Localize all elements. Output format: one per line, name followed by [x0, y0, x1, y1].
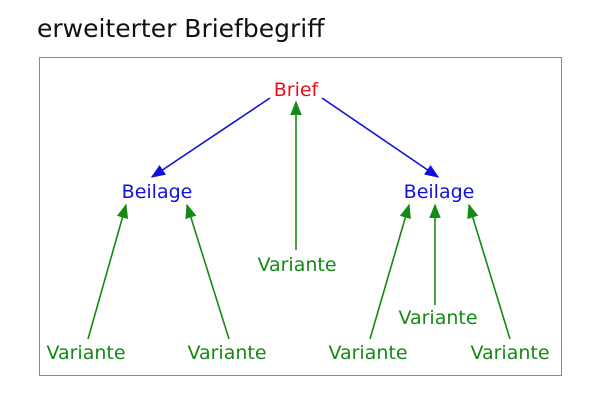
node-variante-rm: Variante: [398, 307, 477, 329]
node-variante-rl: Variante: [328, 342, 407, 364]
diagram-frame: [39, 57, 562, 376]
node-variante-center: Variante: [257, 254, 336, 276]
node-variante-lr: Variante: [187, 342, 266, 364]
arrow-variante-rr-to-beilage-right: [467, 203, 511, 340]
node-variante-rr: Variante: [470, 342, 549, 364]
arrow-variante-lr-to-beilage-left: [185, 203, 230, 340]
node-beilage-left: Beilage: [122, 181, 193, 203]
arrow-variante-rl-to-beilage-right: [369, 203, 411, 340]
node-beilage-right: Beilage: [404, 181, 475, 203]
arrow-variante-ll-to-beilage-left: [87, 203, 129, 340]
arrow-brief-to-beilage-left: [150, 97, 271, 178]
diagram-title: erweiterter Briefbegriff: [37, 14, 325, 43]
node-variante-ll: Variante: [46, 342, 125, 364]
node-brief: Brief: [274, 79, 320, 101]
arrow-brief-to-beilage-right: [321, 97, 440, 178]
